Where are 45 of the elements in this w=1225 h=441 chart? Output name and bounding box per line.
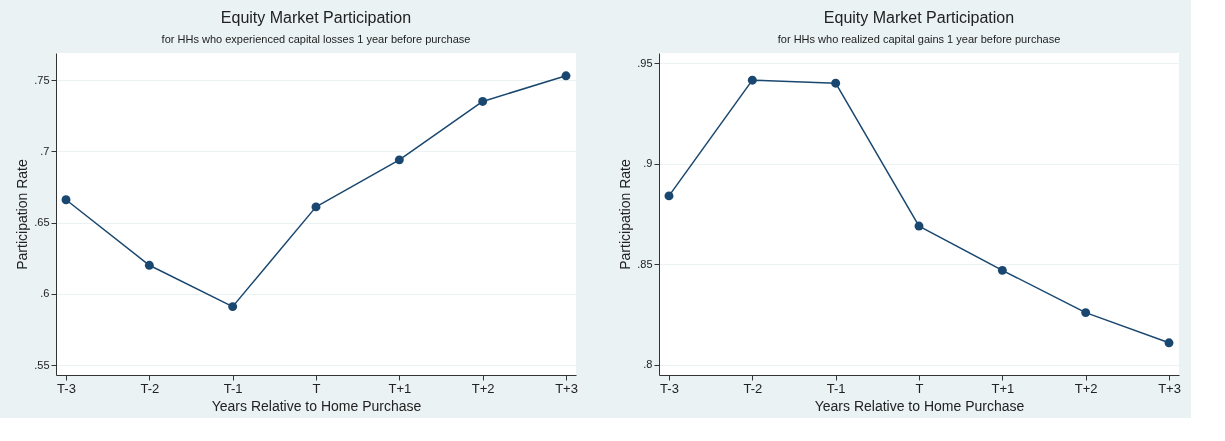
- point: [61, 195, 71, 205]
- chart-subtitle: for HHs who realized capital gains 1 year before purchase: [777, 33, 1061, 45]
- point: [747, 75, 757, 85]
- y-tick-label: .65: [34, 216, 50, 229]
- y-tick-label: .8: [643, 358, 653, 371]
- y-tick-label: .6: [40, 287, 50, 300]
- x-tick-label: T+3: [1158, 380, 1181, 396]
- point: [831, 78, 841, 88]
- x-tick-label: T: [915, 380, 924, 396]
- point: [144, 260, 154, 270]
- y-tick-label: .55: [34, 358, 50, 371]
- y-tick-label: .75: [34, 73, 50, 86]
- x-tick-label: T+2: [1074, 380, 1098, 396]
- point: [394, 155, 404, 165]
- x-tick-label: T-1: [223, 380, 243, 396]
- point: [228, 302, 238, 312]
- chart-subtitle: for HHs who experienced capital losses 1 year before purchase: [161, 33, 471, 45]
- y-axis-title: Participation Rate: [617, 159, 634, 270]
- x-tick-label: T-1: [826, 380, 846, 396]
- y-tick-label: .85: [637, 257, 653, 270]
- x-tick-label: T+3: [555, 380, 578, 396]
- x-tick-label: T-3: [57, 380, 76, 396]
- y-tick-label: .9: [643, 157, 653, 170]
- x-tick-label: T+1: [388, 380, 412, 396]
- point: [664, 191, 674, 201]
- x-axis-title: Years Relative to Home Purchase: [211, 397, 422, 414]
- point: [561, 71, 571, 81]
- x-tick-label: T+2: [471, 380, 495, 396]
- y-axis-title: Participation Rate: [14, 159, 31, 270]
- point: [1081, 308, 1091, 318]
- point: [914, 221, 924, 231]
- point: [997, 265, 1007, 275]
- y-tick-label: .7: [40, 144, 50, 157]
- x-tick-label: T-3: [660, 380, 679, 396]
- x-tick-label: T-2: [140, 380, 160, 396]
- chart-title: Equity Market Participation: [220, 9, 412, 26]
- point: [478, 96, 488, 106]
- point: [1164, 338, 1174, 348]
- point: [311, 202, 321, 212]
- y-tick-label: .95: [637, 56, 653, 69]
- x-tick-label: T+1: [991, 380, 1015, 396]
- x-axis-title: Years Relative to Home Purchase: [814, 397, 1025, 414]
- x-tick-label: T: [312, 380, 321, 396]
- x-tick-label: T-2: [743, 380, 763, 396]
- chart-title: Equity Market Participation: [823, 9, 1015, 26]
